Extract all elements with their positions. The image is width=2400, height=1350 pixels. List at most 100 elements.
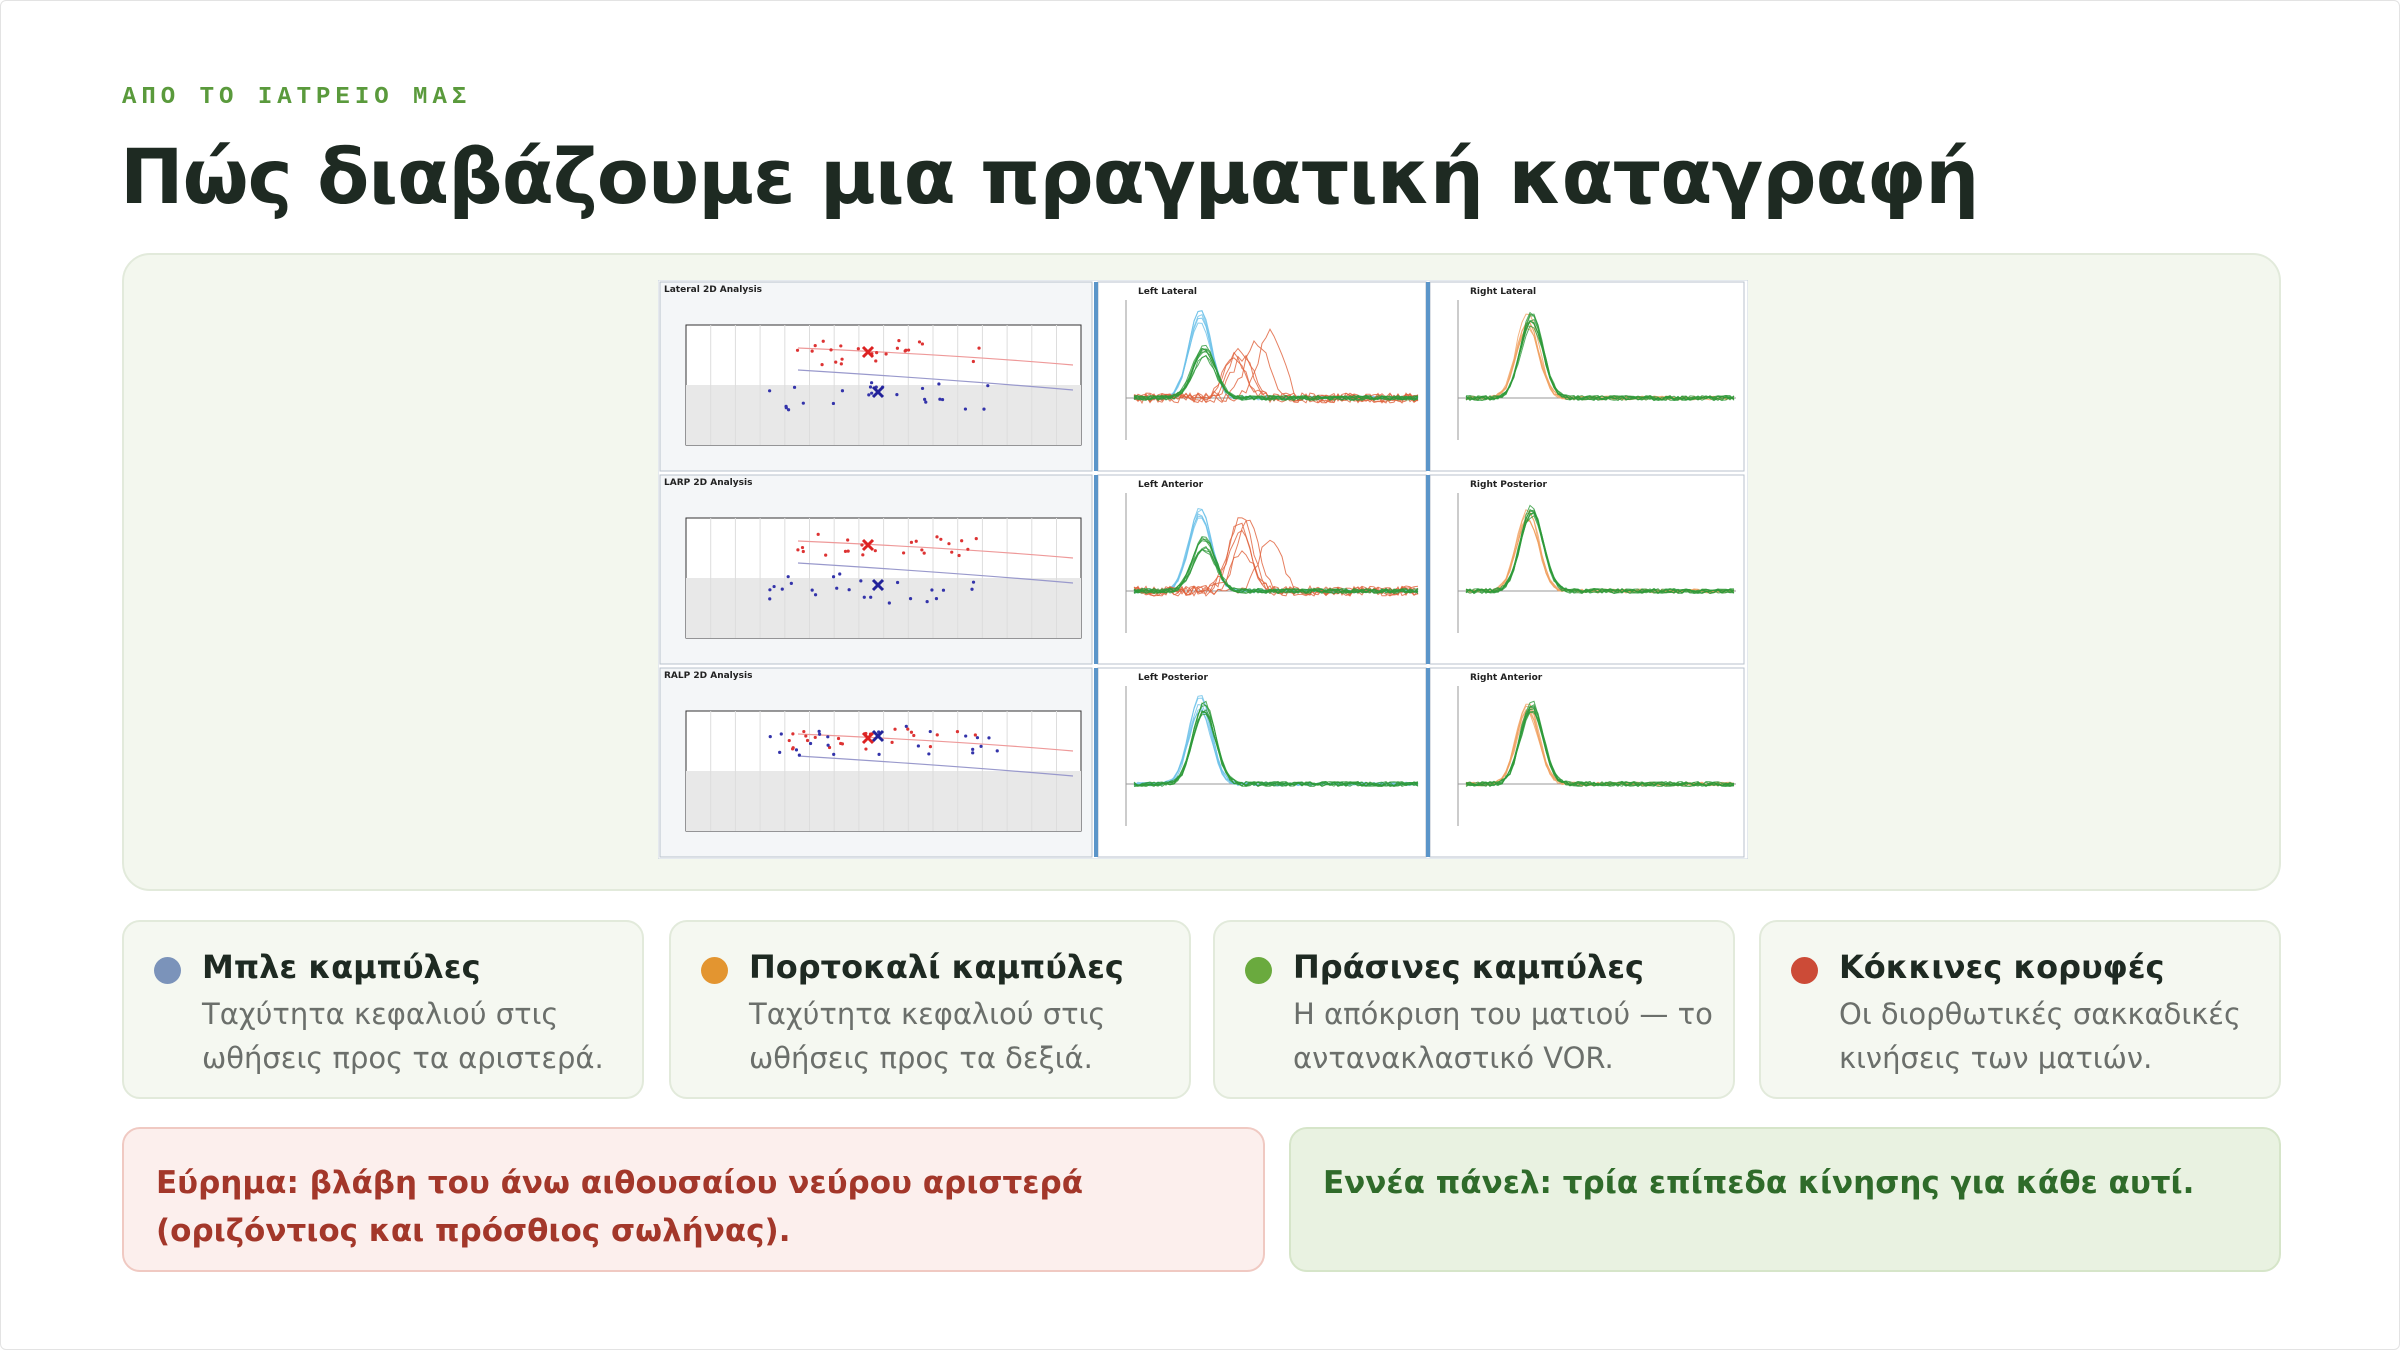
dot [1791, 957, 1818, 984]
dot [947, 542, 951, 546]
dot [846, 538, 850, 542]
dot [1245, 957, 1272, 984]
dot [941, 588, 946, 592]
band [797, 540, 1074, 559]
panel-title: Left Lateral [1138, 287, 1197, 297]
dot [957, 553, 961, 558]
legend-label: Πορτοκαλί καμπύλες [749, 948, 1124, 986]
note-box: Εννέα πάνελ: τρία επίπεδα κίνησης για κά… [1289, 1127, 2281, 1272]
dot [906, 727, 910, 731]
dot [917, 340, 922, 344]
dot [940, 397, 945, 402]
dot [923, 397, 927, 402]
dot [861, 553, 865, 557]
dot [890, 740, 894, 744]
dot [796, 548, 800, 552]
band [797, 562, 1074, 584]
blue-bar [1426, 282, 1430, 471]
trace [1133, 713, 1419, 788]
dot [813, 735, 817, 740]
dot [920, 386, 925, 391]
dot [908, 597, 913, 601]
panel-title: LARP 2D Analysis [664, 478, 752, 488]
dot [829, 348, 833, 352]
dot [826, 743, 830, 747]
dot [909, 540, 914, 544]
dot [795, 348, 800, 352]
blue-bar [1426, 668, 1430, 857]
legend-label: Μπλε καμπύλες [202, 948, 481, 986]
legend-text: Οι διορθωτικές σακκαδικές κινήσεις των μ… [1839, 997, 2242, 1075]
dot [960, 539, 964, 543]
dot [840, 389, 845, 393]
dot [893, 727, 897, 731]
dot [836, 736, 841, 741]
dot [801, 549, 805, 554]
dot [779, 732, 783, 736]
dot [797, 753, 801, 757]
trace [1133, 540, 1419, 595]
band [797, 347, 1074, 366]
dot [927, 752, 931, 756]
trace [1465, 705, 1735, 787]
dot [937, 382, 941, 386]
dot [964, 734, 968, 738]
dot [909, 730, 914, 734]
dot [935, 535, 939, 539]
dot [791, 732, 795, 736]
dot [810, 588, 814, 592]
dot [904, 724, 908, 728]
dot [906, 348, 911, 352]
dot [934, 597, 939, 601]
dot [979, 744, 983, 748]
dot [938, 397, 942, 401]
dot [816, 532, 820, 536]
dot [821, 339, 825, 343]
marker [871, 729, 885, 743]
dot [832, 752, 836, 756]
legend-label: Κόκκινες κορυφές [1839, 948, 2165, 986]
dot [884, 352, 888, 356]
dot [901, 551, 906, 555]
band [797, 733, 1074, 752]
marker [871, 385, 885, 399]
trace [1465, 315, 1735, 402]
panel-title: Left Anterior [1138, 480, 1204, 490]
dot [867, 393, 871, 397]
dot [970, 587, 974, 591]
dot [768, 597, 772, 601]
vhit-screenshot: Lateral 2D Analysis Left Lateral Right Lat… [658, 280, 1748, 859]
dot [971, 747, 975, 751]
dot [914, 539, 918, 543]
legend-label: Πράσινες καμπύλες [1293, 948, 1644, 986]
trace [1133, 348, 1418, 401]
dot [950, 550, 954, 554]
dot [847, 588, 851, 592]
dot [939, 537, 943, 541]
legend-card: Κόκκινες κορυφές Οι διορθωτικές σακκαδικέ… [1759, 920, 2281, 1099]
dot [784, 406, 788, 410]
blue-bar [1094, 475, 1098, 664]
dot [808, 741, 813, 746]
dot [834, 360, 838, 364]
legend-card: Πράσινες καμπύλες Η απόκριση του ματιού —… [1213, 920, 1735, 1099]
panel-title: RALP 2D Analysis [664, 671, 752, 681]
dot [802, 729, 806, 734]
dot [966, 547, 970, 551]
legend-text: Ταχύτητα κεφαλιού στις ωθήσεις προς τα α… [202, 997, 604, 1075]
dot [977, 346, 981, 350]
legend-card: Πορτοκαλί καμπύλες Ταχύτητα κεφαλιού στις… [669, 920, 1191, 1099]
trace [1133, 348, 1419, 401]
marker [861, 731, 875, 745]
panel [1429, 667, 1745, 858]
dot [868, 385, 873, 389]
dot [995, 749, 999, 753]
finding-box: Εύρημα: βλάβη του άνω αιθουσαίου νεύρου … [122, 1127, 1265, 1272]
panel-title: Right Posterior [1470, 480, 1548, 490]
dot [791, 746, 795, 750]
dot [895, 393, 899, 397]
dot [987, 736, 991, 740]
blue-bar [1094, 668, 1098, 857]
dot [818, 732, 822, 736]
legend-card: Μπλε καμπύλες Ταχύτητα κεφαλιού στις ωθήσ… [122, 920, 644, 1099]
